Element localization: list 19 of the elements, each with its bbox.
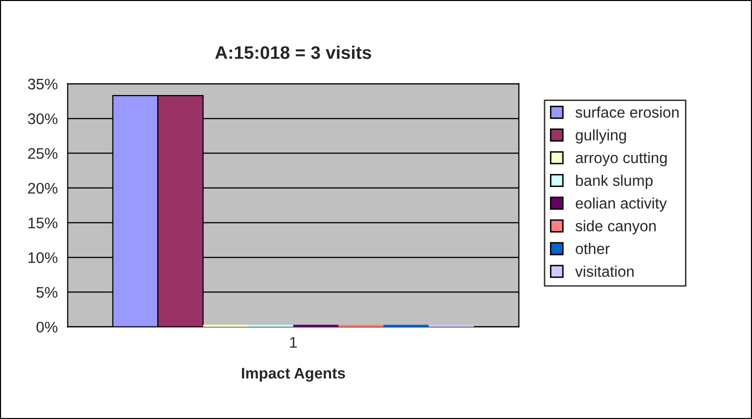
- legend-label: gullying: [576, 129, 626, 144]
- y-tick-label: 0%: [36, 322, 58, 333]
- x-tick-label: 1: [290, 337, 297, 348]
- y-tick-label: 10%: [28, 252, 58, 264]
- y-tick-label: 35%: [28, 78, 58, 90]
- legend-label: visitation: [575, 266, 634, 277]
- y-tick-label: 20%: [28, 182, 58, 194]
- legend-label: side canyon: [576, 220, 656, 234]
- y-tick-label: 25%: [28, 148, 58, 159]
- y-tick-label: 15%: [28, 218, 58, 228]
- legend-label: other: [576, 242, 610, 254]
- chart-title: A:15:018 = 3 visits: [215, 46, 372, 60]
- legend-label: surface erosion: [576, 106, 679, 118]
- y-tick-label: 30%: [28, 113, 58, 124]
- legend-label: eolian activity: [576, 197, 667, 212]
- y-tick-label: 5%: [36, 287, 58, 298]
- legend-label: arroyo cutting: [576, 152, 667, 166]
- x-axis-title: Impact Agents: [242, 368, 346, 382]
- legend-label: bank slump: [576, 174, 653, 189]
